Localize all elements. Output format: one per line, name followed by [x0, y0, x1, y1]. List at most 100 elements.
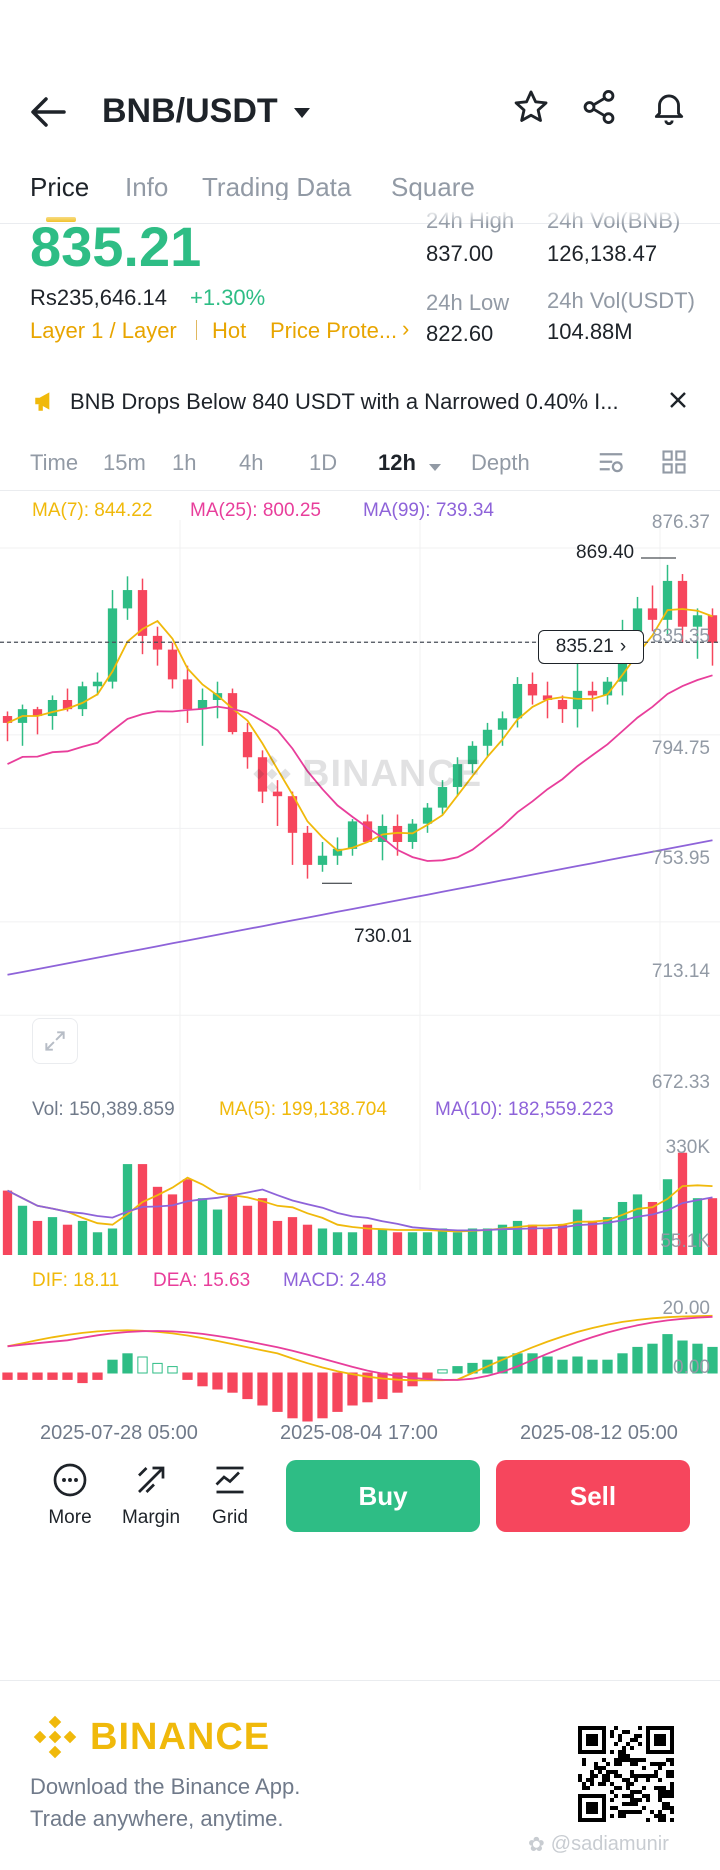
- margin-label: Margin: [121, 1507, 181, 1528]
- star-icon[interactable]: [512, 88, 550, 131]
- interval-15m[interactable]: 15m: [103, 450, 146, 475]
- current-price-tag-value: 835.21: [555, 636, 614, 657]
- interval-dropdown-icon[interactable]: [428, 460, 442, 478]
- share-icon[interactable]: [580, 88, 618, 131]
- close-icon[interactable]: [666, 388, 690, 417]
- tag-layer[interactable]: Layer 1 / Layer: [30, 318, 177, 343]
- ma7-line: [7, 608, 713, 852]
- chevron-right-icon[interactable]: ›: [402, 316, 410, 341]
- qr-module: [614, 1786, 618, 1790]
- tab-price[interactable]: Price: [30, 172, 90, 202]
- candle-body: [677, 580, 688, 627]
- volume-bar: [227, 1194, 238, 1255]
- qr-module: [638, 1742, 642, 1746]
- news-banner[interactable]: BNB Drops Below 840 USDT with a Narrowed…: [0, 378, 720, 428]
- macd-histogram-bar: [212, 1372, 223, 1390]
- qr-module: [670, 1818, 674, 1822]
- top-bar: BNB/USDT: [0, 70, 720, 150]
- qr-module: [586, 1778, 590, 1782]
- tab-info[interactable]: Info: [125, 172, 169, 202]
- qr-module: [638, 1758, 642, 1762]
- trading-pair-title[interactable]: BNB/USDT: [102, 92, 278, 130]
- buy-button[interactable]: Buy: [286, 1460, 480, 1532]
- qr-module: [646, 1798, 650, 1802]
- macd-histogram-bar: [542, 1356, 553, 1374]
- candle-body: [662, 580, 673, 620]
- qr-finder: [646, 1726, 650, 1754]
- back-arrow-icon[interactable]: [28, 94, 68, 130]
- tab-trading-data[interactable]: Trading Data: [202, 172, 352, 202]
- change-percent: +1.30%: [190, 285, 266, 310]
- time-axis-label: 2025-07-28 05:00: [40, 1422, 198, 1444]
- volume-bar: [167, 1194, 178, 1255]
- macd-histogram-bar: [317, 1372, 328, 1419]
- candle-body: [452, 764, 463, 788]
- qr-module: [658, 1798, 662, 1802]
- layout-grid-icon[interactable]: [660, 448, 688, 481]
- qr-module: [598, 1766, 602, 1770]
- qr-module: [634, 1758, 638, 1762]
- qr-module: [646, 1794, 650, 1798]
- volume-bar: [182, 1179, 193, 1255]
- price-axis-label: 835.35: [651, 626, 710, 647]
- qr-module: [666, 1790, 670, 1794]
- qr-module: [598, 1782, 602, 1786]
- ma99-legend: MA(99): 739.34: [363, 500, 494, 521]
- pair-dropdown-icon[interactable]: [292, 106, 312, 125]
- candle-body: [2, 716, 13, 723]
- macd-histogram-bar: [107, 1359, 118, 1374]
- volume-bar: [152, 1186, 163, 1255]
- qr-module: [654, 1814, 658, 1818]
- dif-line: [7, 1314, 713, 1382]
- candle-body: [527, 683, 538, 696]
- qr-module: [582, 1786, 586, 1790]
- qr-code-image: [578, 1726, 674, 1822]
- qr-module: [602, 1774, 606, 1778]
- qr-module: [626, 1742, 630, 1746]
- interval-1h[interactable]: 1h: [172, 450, 197, 475]
- grid-button[interactable]: Grid: [204, 1462, 256, 1529]
- expand-chart-button[interactable]: [32, 1018, 78, 1064]
- tag-hot[interactable]: Hot: [212, 318, 247, 343]
- fiat-price: Rs235,646.14: [30, 285, 167, 310]
- macd-histogram-bar: [227, 1372, 238, 1393]
- volume-bar: [197, 1198, 208, 1255]
- volume-bar: [32, 1220, 43, 1255]
- qr-module: [626, 1730, 630, 1734]
- volume-bar: [272, 1220, 283, 1255]
- qr-module: [650, 1774, 654, 1778]
- interval-1d[interactable]: 1D: [309, 450, 338, 475]
- tag-price-protection[interactable]: Price Prote...: [270, 318, 398, 343]
- margin-button[interactable]: Margin: [116, 1462, 186, 1529]
- qr-module: [650, 1810, 654, 1814]
- qr-module: [622, 1810, 626, 1814]
- candle-body: [32, 709, 43, 717]
- qr-module: [638, 1810, 642, 1814]
- more-button[interactable]: More: [42, 1462, 98, 1529]
- tab-square[interactable]: Square: [391, 172, 475, 202]
- macd-histogram-bar: [677, 1340, 688, 1374]
- macd-histogram-bar: [632, 1346, 643, 1374]
- qr-module: [614, 1762, 618, 1766]
- qr-module: [638, 1790, 642, 1794]
- interval-4h[interactable]: 4h: [239, 450, 264, 475]
- current-price-tag[interactable]: 835.21 ›: [538, 630, 644, 664]
- candle-body: [362, 821, 373, 842]
- qr-module: [582, 1758, 586, 1762]
- volume-bar: [647, 1201, 658, 1255]
- interval-time[interactable]: Time: [30, 450, 79, 475]
- news-text[interactable]: BNB Drops Below 840 USDT with a Narrowed…: [70, 389, 619, 414]
- volume-bar: [47, 1217, 58, 1255]
- qr-module: [662, 1806, 666, 1810]
- interval-12h[interactable]: 12h: [378, 450, 416, 475]
- sell-button[interactable]: Sell: [496, 1460, 690, 1532]
- macd-histogram-bar: [242, 1372, 253, 1400]
- interval-depth[interactable]: Depth: [471, 450, 530, 475]
- volume-bar: [392, 1232, 403, 1255]
- qr-finder: [602, 1794, 606, 1822]
- volume-ma10-legend: MA(10): 182,559.223: [435, 1099, 614, 1120]
- bell-icon[interactable]: [650, 88, 688, 131]
- price-chart[interactable]: [0, 490, 720, 1450]
- qr-module: [626, 1754, 630, 1758]
- indicator-settings-icon[interactable]: [596, 448, 626, 483]
